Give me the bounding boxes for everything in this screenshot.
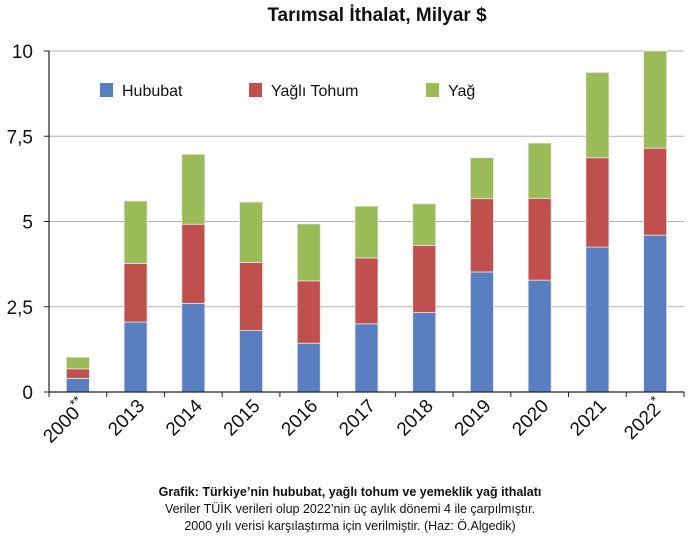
x-tick-label-2021: 2021 [566,396,611,441]
bar-hububat-2000 [65,377,90,393]
bar-hububat-2014 [181,302,206,393]
x-tick-label-2014: 2014 [162,395,207,440]
bar-hububat-2018 [412,312,437,393]
x-tick-labels: 2000** 2013 2014 2015 2016 2017 2018 2019 2020 20… [37,393,669,448]
bar-yağlı-tohum-2018 [412,244,437,313]
bar-yağlı-tohum-2017 [354,257,379,325]
bar-yağ-2017 [354,205,379,259]
legend-swatch-2 [426,83,439,97]
bar-hububat-2013 [123,321,148,393]
bar-yağlı-tohum-2015 [239,262,263,332]
x-tick-label-2000: 2000** [37,393,92,448]
bar-yağ-2018 [412,203,437,246]
bar-segments [65,50,668,393]
bar-yağ-2022 [643,50,668,149]
caption-note-1: Veriler TÜİK verileri olup 2022’nin üç a… [164,502,536,516]
x-tick-label-2018: 2018 [393,396,438,441]
y-tick-labels: 0 2,5 5 7,5 10 [7,42,33,404]
chart: Tarımsal İthalat, Milyar $ 0 2,5 5 7,5 10 20… [7,5,685,448]
legend-label-2: Yağ [448,83,475,100]
bar-yağ-2000 [65,356,90,370]
bar-yağ-2019 [470,157,494,200]
bar-hububat-2016 [296,342,321,393]
legend-swatch-0 [100,83,113,97]
legend: Hububat Yağlı Tohum Yağ [100,83,475,100]
bar-yağlı-tohum-2016 [296,280,321,344]
x-tick-label-2017: 2017 [335,396,380,441]
bar-yağ-2013 [123,200,148,264]
x-tick-label-2015: 2015 [220,396,265,441]
bar-yağlı-tohum-2000 [65,368,90,379]
legend-label-1: Yağlı Tohum [271,83,358,100]
bar-yağlı-tohum-2014 [181,223,206,304]
bar-hububat-2019 [470,271,494,393]
bar-yağlı-tohum-2021 [585,157,610,248]
bar-yağ-2015 [239,201,263,263]
y-tick-label-0: 0 [22,383,33,404]
y-tick-label-1: 2,5 [7,298,33,319]
bar-yağ-2021 [585,72,610,159]
bar-yağ-2016 [296,223,321,282]
bar-hububat-2017 [354,323,379,393]
bar-hububat-2020 [527,279,552,393]
bar-hububat-2021 [585,246,610,393]
x-tick-label-2020: 2020 [508,396,553,441]
x-tick-label-2013: 2013 [104,396,149,441]
chart-title: Tarımsal İthalat, Milyar $ [267,5,487,26]
x-tick-label-2016: 2016 [278,396,323,441]
x-tick-label-2019: 2019 [451,396,496,441]
y-tick-label-2: 5 [22,213,33,234]
y-tick-label-3: 7,5 [7,127,33,148]
axes [44,50,685,397]
bar-yağlı-tohum-2019 [470,198,494,273]
legend-swatch-1 [249,83,262,97]
bar-hububat-2015 [239,330,263,393]
x-tick-label-2022: 2022* [618,393,669,444]
caption-title: Grafik: Türkiye’nin hububat, yağlı tohum… [158,485,542,499]
caption-note-2: 2000 yılı verisi karşılaştırma için veri… [184,519,516,533]
y-tick-label-4: 10 [12,42,33,63]
bar-yağ-2020 [527,142,552,199]
bar-yağlı-tohum-2013 [123,263,148,323]
bar-yağlı-tohum-2022 [643,147,668,236]
bar-yağlı-tohum-2020 [527,197,552,281]
legend-label-0: Hububat [122,83,183,100]
bar-yağ-2014 [181,153,206,225]
bar-hububat-2022 [643,234,668,393]
